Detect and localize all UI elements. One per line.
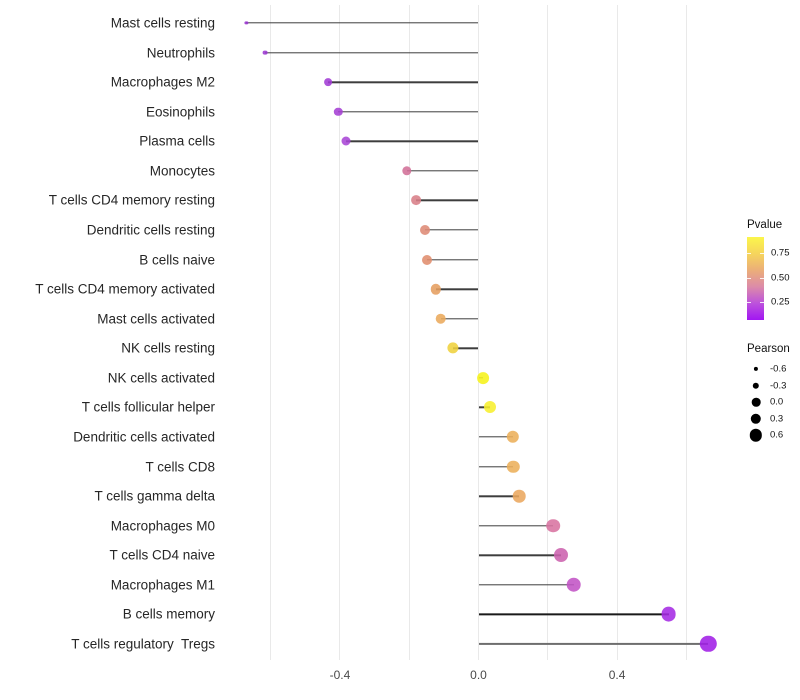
y-axis-label: Neutrophils <box>146 45 215 61</box>
colorbar-tick-label: 0.50 <box>771 272 790 283</box>
y-axis-label: T cells CD4 naive <box>109 547 215 563</box>
colorbar-tick-mark <box>747 301 751 303</box>
stem <box>265 51 479 54</box>
colorbar-tick-mark <box>760 301 764 303</box>
stem <box>406 170 479 172</box>
data-point <box>411 195 422 206</box>
size-legend-label: -0.3 <box>770 380 787 392</box>
pvalue-legend-title: Pvalue <box>747 219 783 231</box>
stem <box>426 258 479 261</box>
y-axis-label: B cells naive <box>139 252 215 268</box>
stem <box>478 525 553 527</box>
size-legend-dot <box>751 397 761 407</box>
y-axis-label: Mast cells resting <box>110 15 215 31</box>
y-axis-label: Eosinophils <box>145 104 215 120</box>
gridline-x--0.2 <box>408 5 410 660</box>
y-axis-label: T cells CD4 memory resting <box>48 192 215 208</box>
stem <box>327 81 479 83</box>
data-point <box>566 577 582 593</box>
data-point <box>435 313 447 324</box>
y-axis-label: NK cells resting <box>121 340 215 356</box>
data-point <box>553 548 568 563</box>
data-point <box>477 371 489 384</box>
plot-panel <box>0 5 800 660</box>
gridline-x-0.6 <box>685 5 687 660</box>
x-axis-tick-label: 0.4 <box>608 668 626 682</box>
data-point <box>699 635 717 653</box>
stem <box>440 318 479 320</box>
colorbar-tick-mark <box>760 253 764 255</box>
stem <box>345 140 479 142</box>
stem <box>478 613 669 616</box>
pearson-legend-title: Pearson <box>747 343 790 355</box>
gridline-x-0.4 <box>616 5 618 660</box>
y-axis-label: T cells regulatory Tregs <box>71 636 215 652</box>
stem <box>478 465 514 468</box>
gridline-x--0.4 <box>339 5 341 660</box>
data-point <box>546 518 560 533</box>
y-axis-label: Macrophages M0 <box>110 518 215 534</box>
size-legend-label: 0.3 <box>770 413 784 425</box>
stem <box>416 199 479 202</box>
colorbar-tick-label: 0.25 <box>771 296 790 308</box>
y-axis-label: T cells CD4 memory activated <box>35 281 215 297</box>
x-axis-tick-label: 0.0 <box>470 668 487 682</box>
y-axis-label: Dendritic cells resting <box>86 222 215 238</box>
y-axis-label: Macrophages M2 <box>110 74 215 90</box>
data-point <box>661 607 677 622</box>
size-legend-dot <box>749 429 763 442</box>
y-axis-label: Macrophages M1 <box>110 577 215 593</box>
data-point <box>507 460 520 473</box>
y-axis-label: Plasma cells <box>139 133 215 149</box>
size-legend-label: 0.6 <box>770 429 784 441</box>
data-point <box>506 430 519 444</box>
size-legend-dot <box>753 366 759 372</box>
y-axis-label: Dendritic cells activated <box>73 429 215 445</box>
stem <box>452 347 479 349</box>
data-point <box>447 342 459 354</box>
colorbar-tick-mark <box>760 277 764 279</box>
stem <box>424 229 479 231</box>
data-point <box>512 489 526 503</box>
size-legend-label: -0.6 <box>770 363 787 375</box>
stem <box>478 436 513 438</box>
y-axis-label: Mast cells activated <box>97 311 215 327</box>
data-point <box>244 21 248 25</box>
stem <box>246 22 479 24</box>
data-point <box>483 401 496 414</box>
stem <box>338 111 479 113</box>
gridline-x--0.6 <box>270 5 272 660</box>
colorbar-tick-mark <box>747 277 751 279</box>
y-axis-label: Monocytes <box>149 163 215 179</box>
y-axis-label: NK cells activated <box>107 370 215 386</box>
data-point <box>421 254 432 265</box>
colorbar-tick-label: 0.75 <box>771 247 790 259</box>
size-legend-label: 0.0 <box>770 396 784 408</box>
colorbar-tick-mark <box>747 253 751 255</box>
data-point <box>430 283 442 295</box>
y-axis-label: B cells memory <box>122 606 215 622</box>
stem <box>478 495 520 497</box>
size-legend-dot <box>750 413 762 424</box>
size-legend-dot <box>752 382 760 389</box>
data-point <box>419 224 430 235</box>
stem <box>435 288 479 290</box>
gridline-x-0 <box>478 5 479 660</box>
data-point <box>263 50 268 55</box>
stem <box>478 584 574 586</box>
data-point <box>341 136 351 146</box>
x-axis-tick-label: -0.4 <box>329 668 351 682</box>
y-axis-label: T cells CD8 <box>145 459 215 475</box>
data-point <box>402 166 412 176</box>
data-point <box>334 107 343 116</box>
stem <box>478 554 561 556</box>
data-point <box>323 78 332 87</box>
y-axis-label: T cells follicular helper <box>81 399 215 415</box>
stem <box>478 642 709 646</box>
gridline-x-0.2 <box>547 5 549 660</box>
pvalue-colorbar <box>747 237 764 320</box>
y-axis-label: T cells gamma delta <box>94 488 215 504</box>
